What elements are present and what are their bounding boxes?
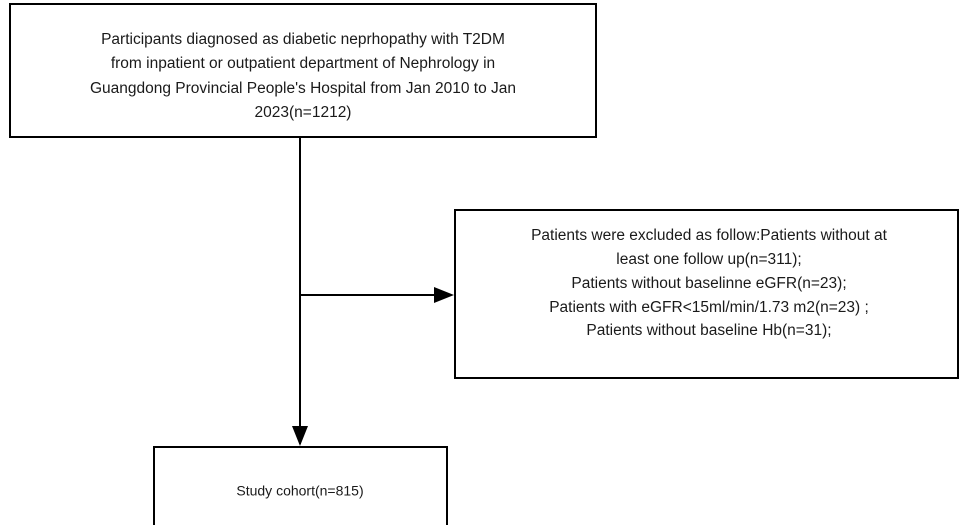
box-text: Participants diagnosed as diabetic neprh… [101, 31, 505, 48]
box-text: from inpatient or outpatient department … [111, 55, 495, 72]
box-text: Guangdong Provincial People's Hospital f… [90, 80, 516, 97]
arrowhead [434, 287, 454, 303]
box-text: Patients without baseline Hb(n=31); [586, 322, 831, 339]
box-text: Patients without baselinne eGFR(n=23); [571, 275, 846, 292]
box-text: Patients were excluded as follow:Patient… [531, 227, 888, 244]
box-cohort [153, 446, 448, 530]
box-text: 2023(n=1212) [255, 104, 352, 121]
box-text: Study cohort(n=815) [236, 483, 363, 499]
box-excluded [454, 209, 959, 379]
box-participants [9, 3, 597, 138]
box-text: Patients with eGFR<15ml/min/1.73 m2(n=23… [549, 299, 869, 316]
box-text: least one follow up(n=311); [616, 251, 801, 268]
arrowhead [292, 426, 308, 446]
